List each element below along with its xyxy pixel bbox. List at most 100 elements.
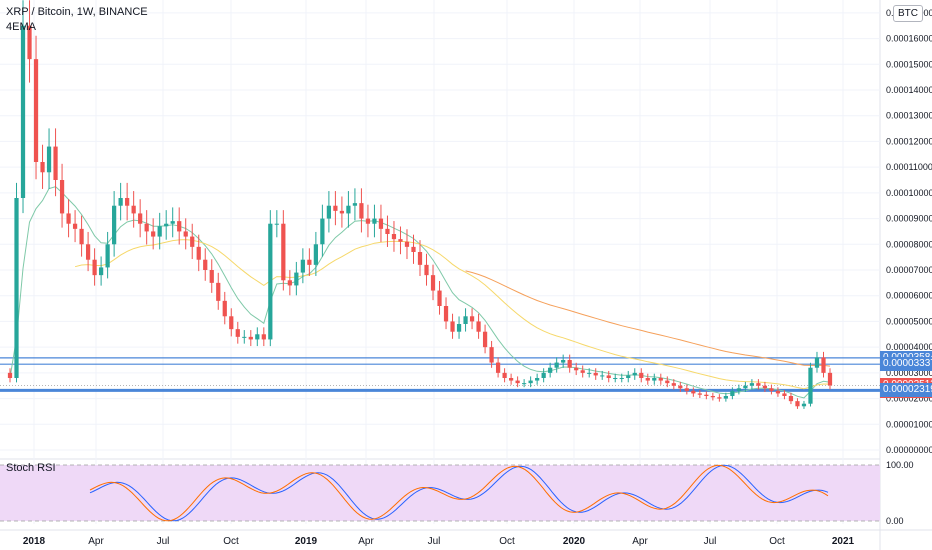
candle-body	[79, 228, 84, 245]
candle-body	[639, 372, 644, 378]
candle-body	[541, 372, 546, 378]
stoch-rsi-panel: 100.00 0.00	[0, 460, 914, 526]
candle-body	[378, 218, 384, 229]
candle-body	[313, 244, 318, 265]
candle-body	[697, 393, 702, 395]
candle-body	[365, 218, 371, 224]
candle-body	[391, 234, 397, 240]
y-tick-label: 0.00008000	[886, 239, 932, 249]
x-tick-label: Apr	[358, 536, 374, 547]
y-tick-label: 0.00004000	[886, 342, 932, 352]
x-tick-label: Oct	[223, 536, 239, 547]
candle-body	[626, 375, 631, 378]
candle-body	[53, 146, 58, 180]
y-tick-label: 0.00006000	[886, 291, 932, 301]
candle-body	[671, 383, 676, 386]
candle-body	[203, 259, 208, 270]
candle-body	[417, 252, 423, 265]
candle-body	[704, 394, 709, 396]
candle-body	[33, 59, 39, 163]
candle-body	[359, 203, 364, 219]
ema-line	[465, 270, 831, 367]
candle-body	[619, 378, 624, 379]
candle-body	[645, 378, 650, 381]
candle-body	[157, 226, 162, 237]
candle-body	[287, 280, 292, 286]
y-tick-label: 0.00005000	[886, 316, 932, 326]
currency-button[interactable]: BTC	[893, 5, 923, 22]
candle-body	[92, 259, 97, 276]
candle-body	[274, 223, 279, 225]
candle-body	[756, 383, 761, 386]
candle-body	[561, 360, 566, 363]
candle-body	[7, 372, 13, 378]
candle-body	[554, 362, 559, 368]
x-tick-label: Apr	[88, 536, 104, 547]
candle-body	[46, 146, 52, 173]
candle-body	[398, 239, 403, 242]
candle-body	[821, 357, 826, 373]
candle-body	[775, 390, 781, 394]
candle-body	[235, 329, 240, 337]
stoch-d-line	[89, 464, 829, 522]
y-tick-label: 0.00014000	[886, 85, 932, 95]
candle-body	[508, 378, 514, 381]
candle-body	[346, 205, 351, 214]
candle-body	[606, 375, 611, 378]
rsi-tick-bottom: 0.00	[886, 516, 904, 526]
candle-body	[443, 306, 449, 322]
candle-body	[469, 316, 475, 322]
candle-body	[600, 375, 605, 377]
candle-body	[170, 221, 175, 224]
candle-body	[463, 316, 468, 324]
candle-body	[522, 383, 527, 385]
candle-body	[456, 324, 462, 332]
candle-body	[489, 347, 494, 363]
candle-body	[723, 396, 728, 399]
candle-body	[242, 336, 247, 338]
candle-body	[339, 210, 345, 214]
candle-body	[98, 267, 104, 276]
candle-body	[482, 331, 488, 348]
y-tick-label: 0.00009000	[886, 214, 932, 224]
y-tick-label: 0.00013000	[886, 111, 932, 121]
candle-body	[20, 25, 26, 199]
time-axis: 2018 Apr Jul Oct 2019 Apr Jul Oct 2020 Apr Jul Oct 2…	[23, 536, 855, 547]
y-tick-label: 0.00016000	[886, 34, 932, 44]
y-tick-label: 0.00012000	[886, 136, 932, 146]
candle-body	[580, 370, 585, 373]
x-tick-label: 2020	[563, 536, 586, 547]
candle-body	[535, 378, 540, 381]
candle-body	[125, 198, 130, 206]
x-tick-label: 2021	[832, 536, 855, 547]
candle-body	[795, 401, 800, 407]
stoch-rsi-label: Stoch RSI	[6, 462, 56, 474]
candle-body	[216, 282, 221, 301]
candle-body	[164, 223, 169, 227]
candle-body	[743, 385, 748, 389]
candle-body	[652, 378, 657, 381]
candle-body	[782, 393, 787, 396]
candle-body	[294, 272, 299, 286]
candle-body	[209, 270, 214, 283]
candle-body	[372, 218, 377, 224]
candle-body	[613, 378, 618, 379]
candle-body	[190, 236, 195, 247]
x-tick-label: Jul	[704, 536, 717, 547]
rsi-band	[0, 465, 880, 521]
candle-body	[105, 244, 110, 268]
candle-body	[762, 385, 768, 389]
candle-body	[196, 246, 201, 260]
x-tick-label: Jul	[157, 536, 170, 547]
price-tag: 0.00003337	[880, 357, 932, 372]
symbol-title: XRP / Bitcoin, 1W, BINANCE	[6, 6, 148, 18]
candle-body	[788, 396, 794, 402]
candle-body	[352, 203, 358, 206]
x-tick-label: Apr	[632, 536, 648, 547]
candle-body	[430, 275, 436, 291]
candle-body	[574, 367, 579, 371]
candle-body	[112, 205, 117, 245]
candle-body	[255, 334, 260, 340]
candle-body	[684, 388, 689, 391]
